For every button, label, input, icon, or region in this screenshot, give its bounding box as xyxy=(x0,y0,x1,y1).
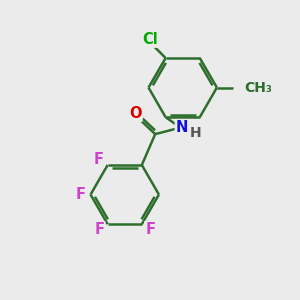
Text: F: F xyxy=(94,152,104,167)
Text: O: O xyxy=(129,106,142,121)
Text: F: F xyxy=(94,222,104,237)
Text: H: H xyxy=(190,126,202,140)
Text: N: N xyxy=(176,120,188,135)
Text: CH₃: CH₃ xyxy=(244,81,272,94)
Text: F: F xyxy=(76,187,86,202)
Text: F: F xyxy=(145,222,155,237)
Text: Cl: Cl xyxy=(142,32,158,47)
